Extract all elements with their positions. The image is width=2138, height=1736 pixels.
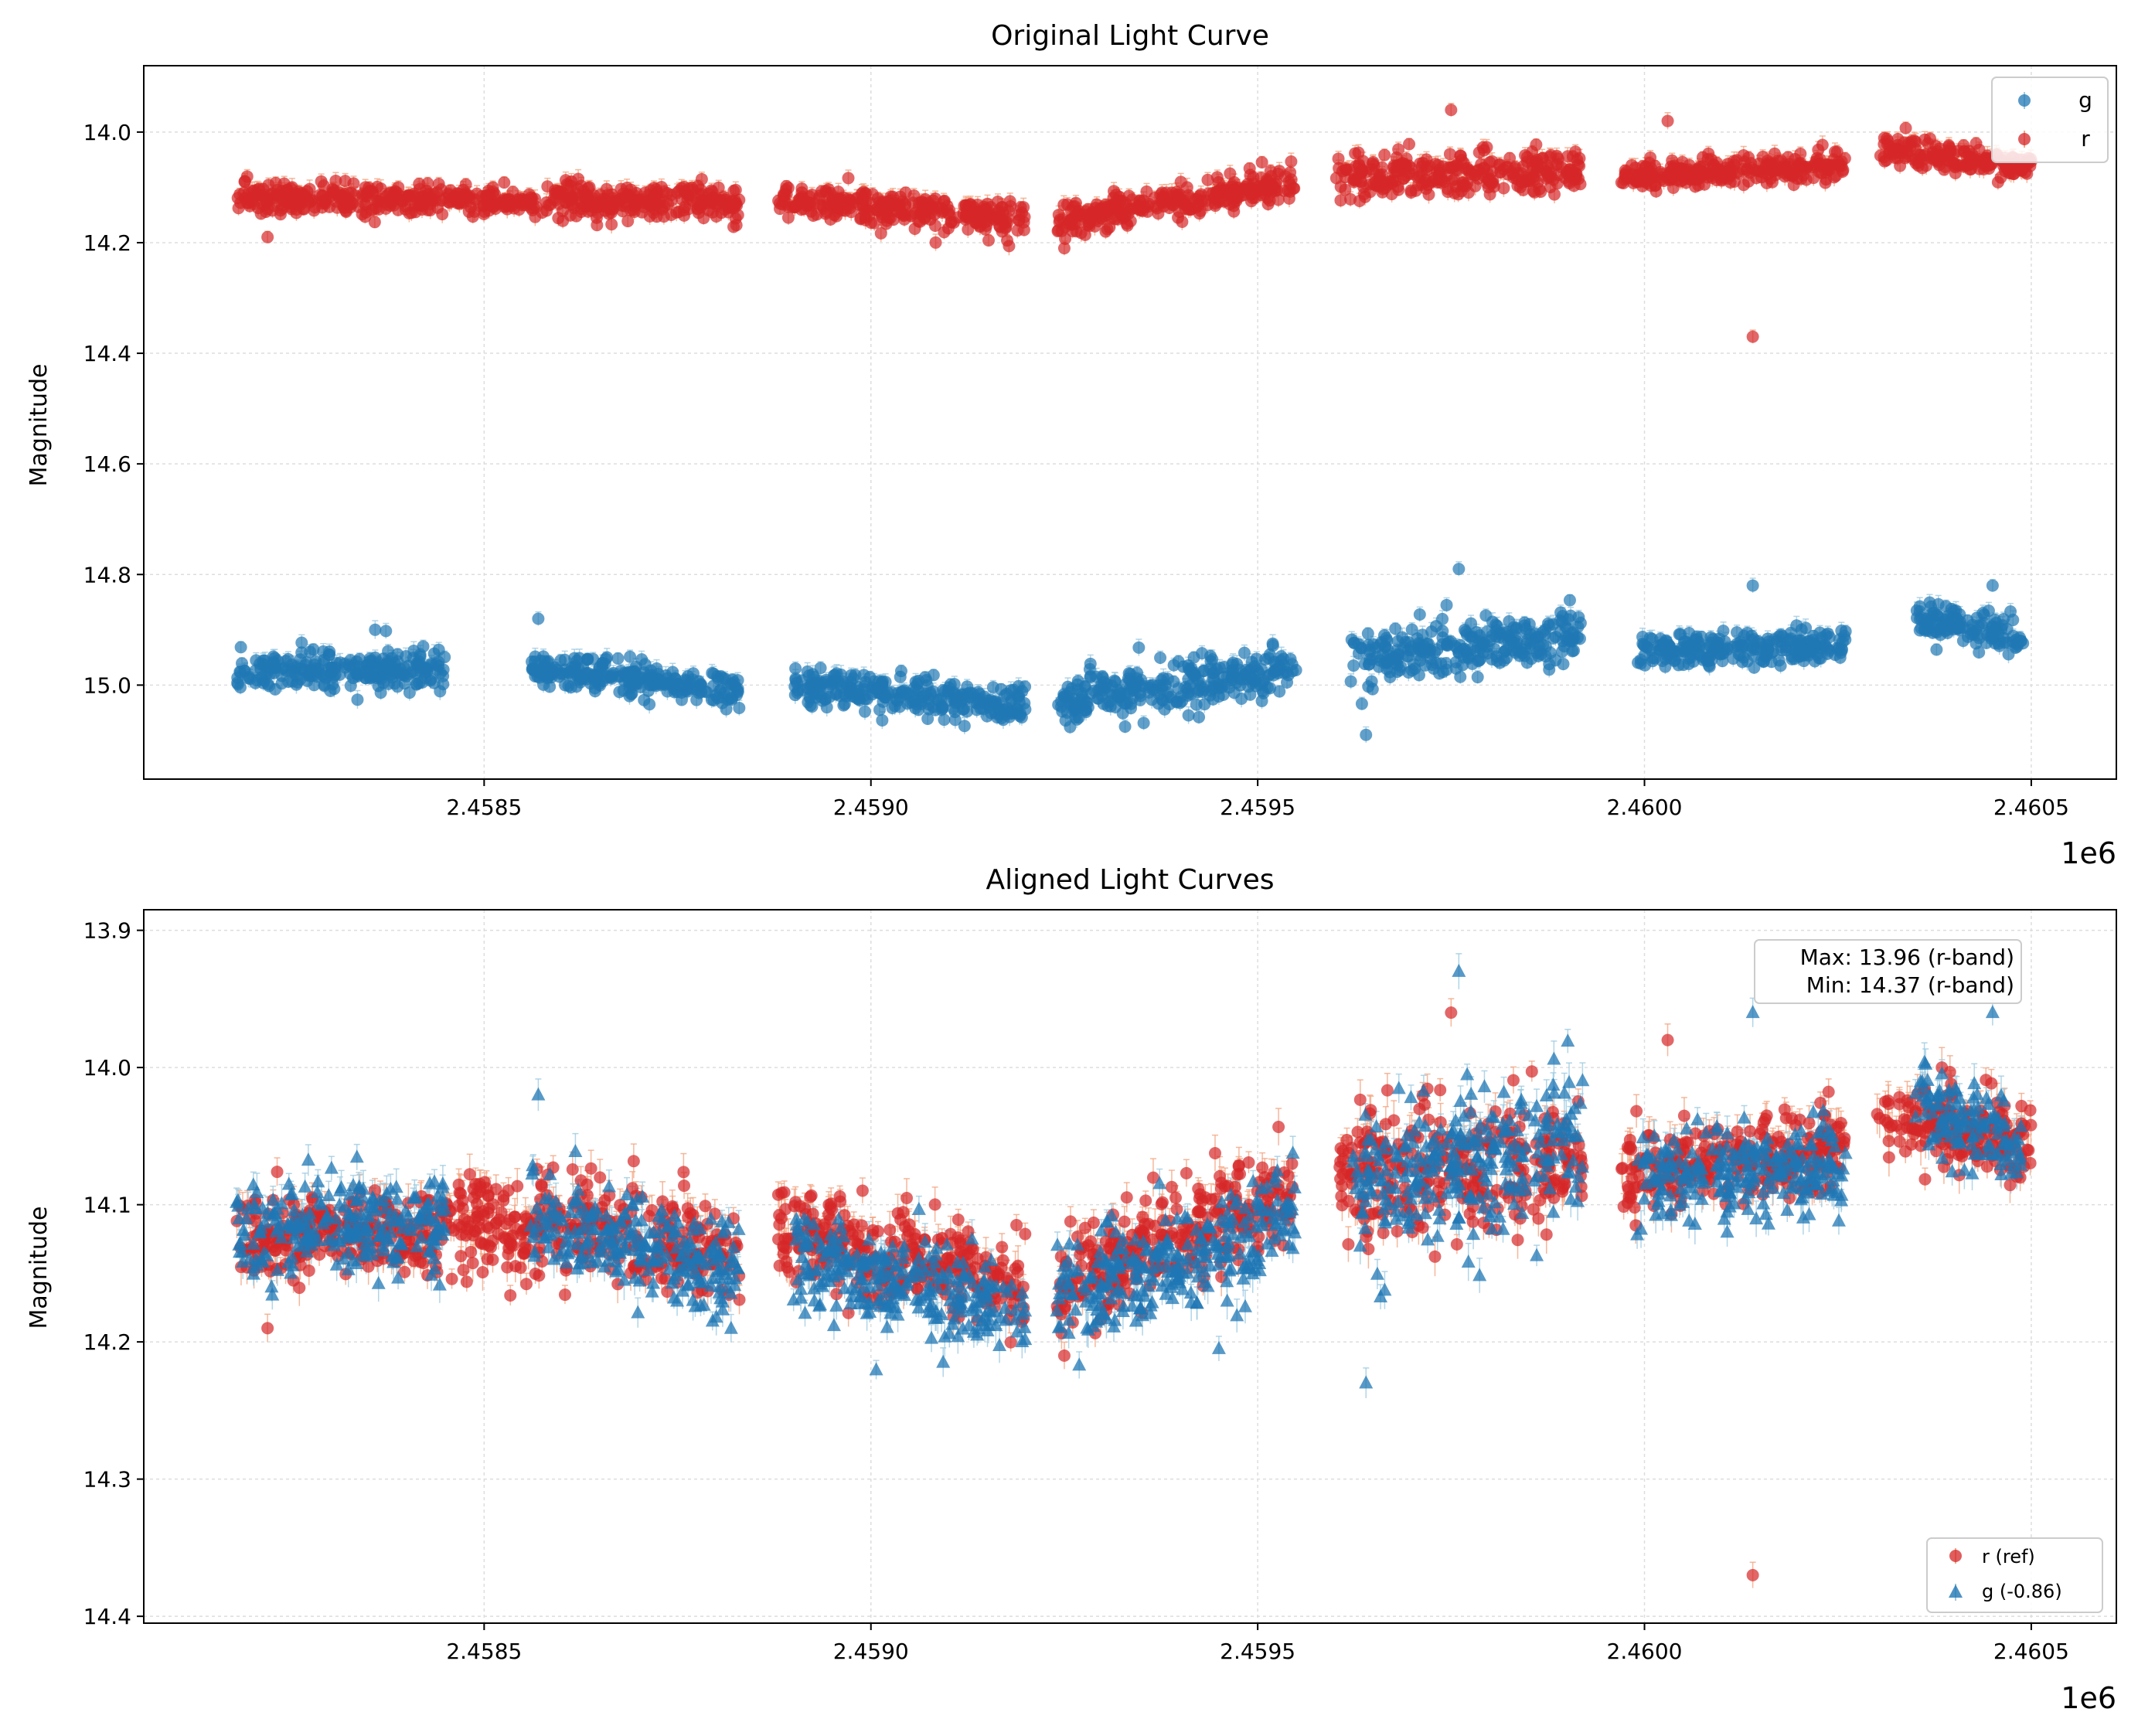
panel-original-light-curve: 2.4585 2.4590 2.4595 2.4600 2.4605 14.014.21… bbox=[26, 20, 2117, 870]
